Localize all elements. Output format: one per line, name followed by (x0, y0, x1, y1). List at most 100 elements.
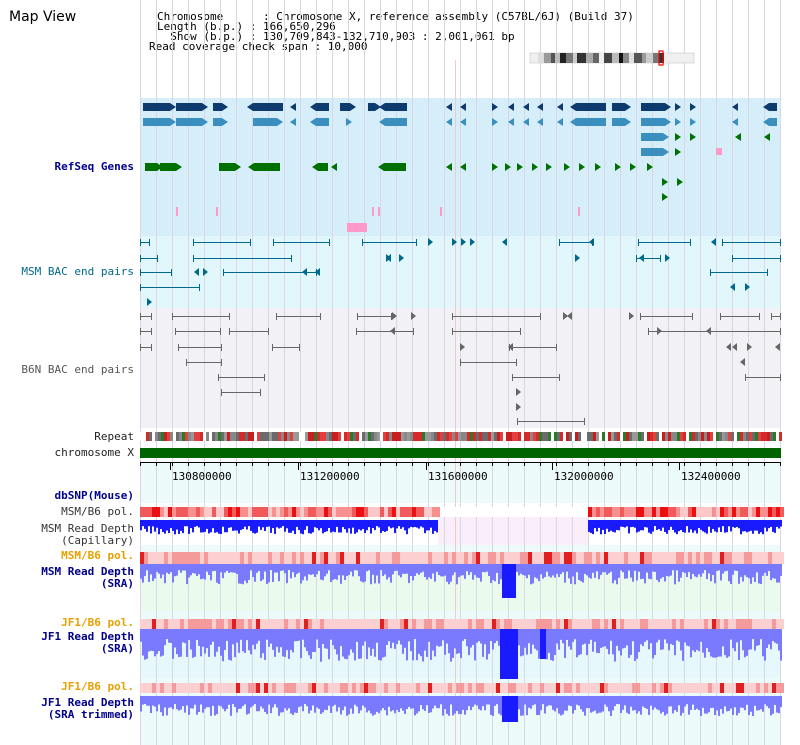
polymorphism-cell (500, 619, 504, 629)
repeat-segment (641, 432, 644, 441)
depth-bar (582, 629, 584, 645)
depth-bar (300, 520, 302, 534)
repeat-segment (383, 432, 386, 441)
depth-bar (412, 564, 414, 581)
polymorphism-cell (168, 619, 172, 629)
depth-bar (776, 696, 778, 713)
depth-bar (424, 629, 426, 651)
repeat-segment (710, 432, 713, 441)
polymorphism-cell (716, 683, 720, 693)
depth-bar (712, 629, 714, 658)
depth-bar (624, 629, 626, 648)
polymorphism-cell (380, 507, 384, 517)
polymorphism-cell (520, 507, 524, 517)
track-label-dbsnp[interactable]: dbSNP(Mouse) (54, 489, 134, 502)
polymorphism-cell (588, 507, 592, 517)
polymorphism-cell (212, 619, 216, 629)
depth-bar (428, 629, 430, 642)
repeat-segment (317, 432, 320, 441)
depth-bar (376, 629, 378, 643)
polymorphism-cell (536, 619, 540, 629)
polymorphism-cell (484, 507, 488, 517)
polymorphism-cell (292, 683, 296, 693)
bac-end-pair (638, 239, 691, 246)
depth-bar (182, 520, 184, 534)
bac-end-marker (711, 238, 716, 246)
depth-bar (648, 696, 650, 715)
depth-bar (722, 520, 724, 527)
polymorphism-cell (676, 683, 680, 693)
polymorphism-cell (656, 552, 660, 564)
depth-bar (612, 564, 614, 584)
repeat-segment (455, 432, 458, 441)
depth-bar (386, 520, 388, 531)
depth-bar (414, 629, 416, 640)
repeat-segment (518, 432, 521, 441)
depth-bar (488, 564, 490, 577)
repeat-segment (170, 432, 173, 441)
depth-bar (216, 520, 218, 533)
polymorphism-cell (452, 619, 456, 629)
depth-bar (410, 629, 412, 652)
depth-bar (640, 520, 642, 531)
depth-bar (528, 696, 530, 708)
polymorphism-cell (452, 552, 456, 564)
depth-bar (468, 696, 470, 707)
bac-end-marker (315, 268, 320, 276)
depth-bar (414, 696, 416, 716)
depth-bar (518, 629, 520, 646)
depth-bar (332, 520, 334, 532)
depth-bar (190, 629, 192, 650)
depth-bar (702, 564, 704, 574)
depth-bar (402, 520, 404, 528)
polymorphism-cell (260, 507, 264, 517)
depth-bar (478, 696, 480, 710)
depth-bar (194, 629, 196, 657)
bac-end-pair (452, 313, 541, 320)
repeat-segment (299, 432, 302, 441)
depth-bar (772, 629, 774, 642)
bac-end-marker (390, 327, 395, 335)
gene-feature (763, 103, 777, 111)
track-label-refseq[interactable]: RefSeq Genes (54, 160, 134, 173)
depth-bar (722, 564, 724, 574)
depth-bar (234, 564, 236, 573)
depth-bar (614, 564, 616, 581)
depth-bar (734, 629, 736, 652)
depth-bar (246, 520, 248, 530)
depth-bar (616, 520, 618, 530)
track-label-b6n-bac[interactable]: B6N BAC end pairs (21, 363, 134, 376)
polymorphism-cell (260, 552, 264, 564)
bac-end-pair (771, 313, 781, 320)
depth-bar (156, 696, 158, 712)
depth-bar (508, 696, 510, 722)
polymorphism-cell (764, 507, 768, 517)
polymorphism-cell (528, 552, 532, 564)
depth-bar (408, 520, 410, 529)
polymorphism-cell (316, 683, 320, 693)
track-label-msm-bac[interactable]: MSM BAC end pairs (21, 265, 134, 278)
polymorphism-cell (400, 507, 404, 517)
depth-bar (360, 564, 362, 582)
polymorphism-cell (696, 552, 700, 564)
repeat-segment (443, 432, 446, 441)
depth-bar (242, 520, 244, 530)
depth-bar (630, 629, 632, 655)
depth-bar (150, 629, 152, 651)
depth-bar (778, 696, 780, 714)
depth-bar (720, 520, 722, 533)
depth-bar (364, 520, 366, 533)
polymorphism-cell (416, 619, 420, 629)
depth-bar (774, 520, 776, 533)
depth-bar (356, 696, 358, 707)
gene-feature (662, 178, 668, 186)
depth-bar (628, 564, 630, 571)
repeat-segment (341, 432, 344, 441)
depth-bar (278, 696, 280, 716)
depth-bar (604, 564, 606, 573)
depth-bar (306, 696, 308, 707)
depth-bar (430, 696, 432, 713)
depth-bar (704, 564, 706, 571)
bac-end-marker (730, 283, 735, 291)
